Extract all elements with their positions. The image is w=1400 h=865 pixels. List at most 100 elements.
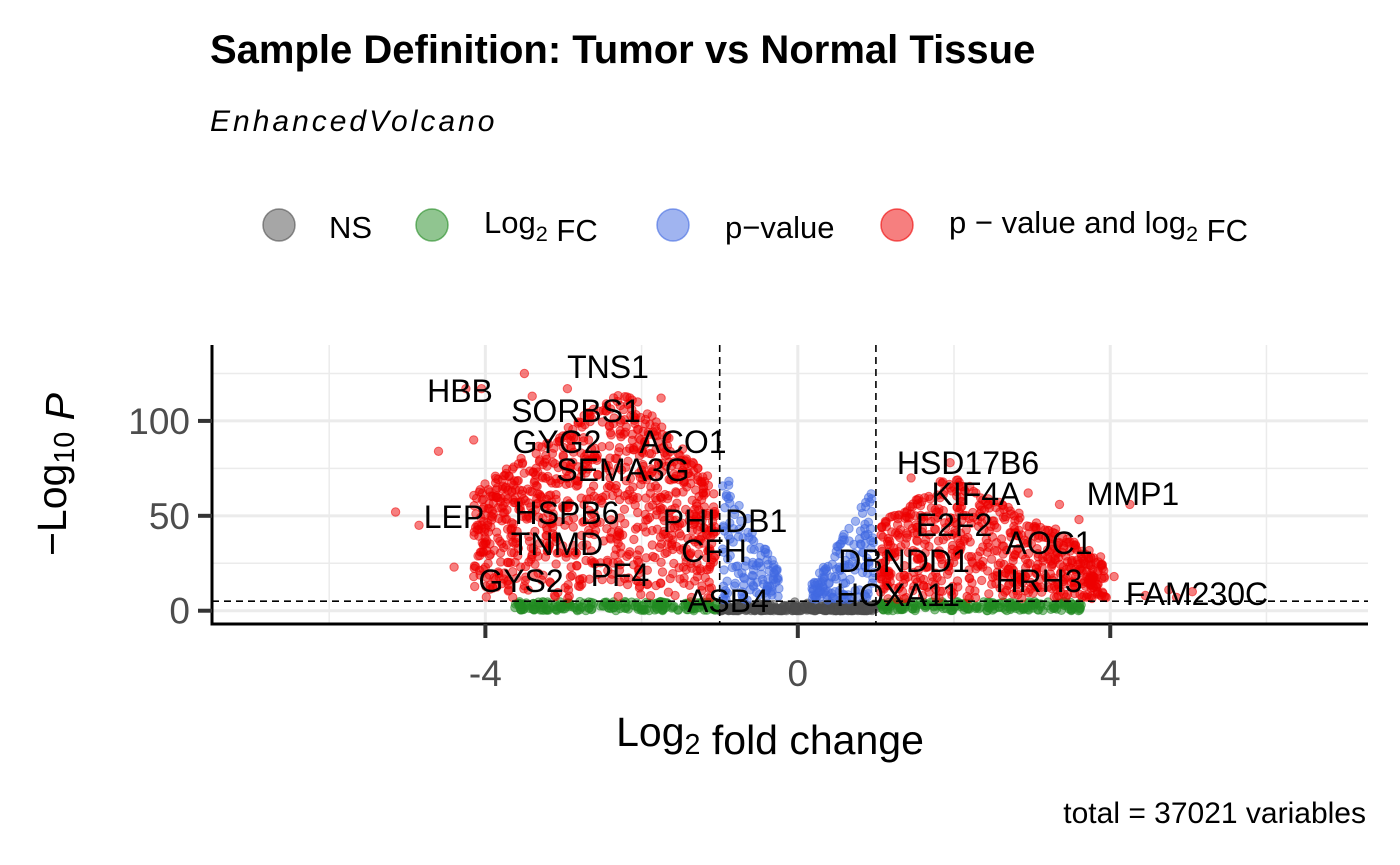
point-both	[614, 494, 625, 505]
point-p	[724, 476, 734, 486]
point-both	[977, 575, 987, 586]
point-both	[695, 564, 705, 574]
point-p	[850, 516, 861, 526]
point-both	[469, 435, 479, 445]
point-both	[592, 569, 603, 580]
point-p	[809, 577, 819, 588]
point-both	[1088, 571, 1099, 582]
point-ns	[773, 605, 783, 616]
point-fc	[1015, 605, 1025, 615]
point-p	[725, 491, 735, 502]
point-fc	[697, 600, 707, 610]
point-fc	[975, 602, 986, 612]
point-both	[572, 560, 582, 571]
point-both	[469, 571, 479, 582]
gene-label-fam230c: FAM230C	[1126, 576, 1268, 612]
point-p	[769, 560, 779, 570]
point-both	[1099, 571, 1109, 582]
point-both	[530, 526, 540, 537]
point-both	[524, 531, 534, 542]
point-both	[568, 513, 579, 523]
point-both	[650, 493, 661, 503]
point-fc	[568, 602, 579, 612]
legend-key-both	[880, 208, 914, 242]
point-both	[561, 479, 571, 489]
point-p	[728, 537, 738, 547]
point-p	[855, 539, 866, 549]
point-ns	[727, 605, 738, 615]
point-p	[762, 555, 772, 565]
point-both	[621, 476, 631, 486]
chart-title: Sample Definition: Tumor vs Normal Tissu…	[210, 28, 1035, 72]
point-both	[540, 552, 551, 562]
point-both	[628, 491, 638, 502]
point-both	[604, 480, 615, 491]
point-both	[491, 492, 501, 502]
point-both	[563, 585, 574, 595]
point-both	[470, 581, 480, 592]
point-both	[634, 451, 645, 461]
point-both	[475, 485, 485, 495]
point-both	[686, 592, 697, 603]
point-both	[483, 558, 493, 569]
point-both	[558, 541, 568, 551]
point-p	[720, 503, 730, 513]
point-both	[499, 471, 509, 481]
y-tick-label: 0	[169, 591, 190, 632]
point-both	[693, 549, 704, 559]
point-ns	[764, 601, 774, 612]
x-tick-label: 0	[788, 653, 809, 694]
point-p	[756, 562, 766, 572]
point-both	[982, 566, 993, 576]
point-both	[1081, 592, 1092, 602]
point-fc	[529, 605, 539, 615]
point-p	[732, 561, 743, 571]
gene-label-hoxa11: HOXA11	[836, 577, 960, 613]
point-both	[524, 557, 534, 567]
point-ns	[820, 605, 830, 616]
point-both	[666, 505, 677, 515]
point-both	[483, 520, 493, 530]
point-both	[632, 550, 642, 560]
point-both	[588, 481, 599, 491]
point-both	[656, 393, 666, 403]
point-p	[824, 578, 834, 588]
point-both	[876, 530, 886, 540]
point-both	[692, 501, 702, 511]
point-both	[892, 520, 903, 530]
point-both	[1097, 560, 1108, 570]
point-both	[902, 528, 912, 538]
y-tick-label: 50	[149, 496, 190, 537]
point-both	[619, 504, 630, 514]
gene-label-hbb: HBB	[427, 373, 493, 409]
point-both	[541, 450, 551, 461]
point-both	[689, 466, 699, 477]
point-fc	[1023, 604, 1033, 614]
gene-label-aoc1: AOC1	[1005, 525, 1092, 561]
caption: total = 37021 variables	[1063, 797, 1366, 830]
point-both	[629, 534, 639, 545]
point-p	[844, 536, 854, 546]
gene-label-tnmd: TNMD	[511, 526, 603, 562]
point-both	[670, 590, 680, 601]
gene-label-cfh: CFH	[681, 533, 747, 569]
point-both	[593, 470, 603, 480]
point-both	[1009, 511, 1019, 521]
point-both	[984, 589, 994, 599]
legend-label-ns: NS	[329, 210, 372, 245]
point-fc	[652, 604, 662, 614]
point-both	[1000, 514, 1010, 525]
point-both	[543, 471, 553, 482]
point-both	[548, 509, 558, 519]
point-both	[1109, 571, 1119, 582]
point-both	[620, 427, 630, 437]
gene-label-asb4: ASB4	[687, 583, 769, 619]
point-both	[641, 527, 651, 537]
point-both	[570, 550, 580, 560]
point-both	[633, 507, 643, 518]
point-p	[749, 536, 759, 546]
point-p	[762, 582, 773, 592]
point-both	[709, 489, 719, 499]
point-both	[662, 431, 672, 441]
point-both	[558, 452, 568, 462]
